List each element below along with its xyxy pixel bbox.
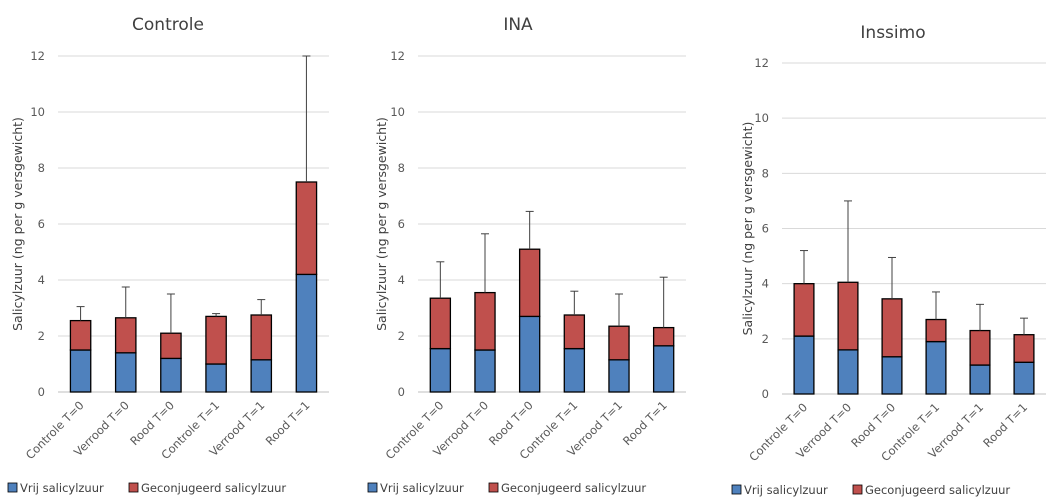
y-tick-label: 0 xyxy=(398,385,405,399)
bar-free-segment xyxy=(969,364,991,395)
bar-conjugated-segment xyxy=(969,329,991,366)
bar-conjugated-segment xyxy=(250,314,273,361)
bar-free-segment xyxy=(114,352,137,393)
legend-label-conjugated: Geconjugeerd salicylzuur xyxy=(141,481,286,495)
legend-label-conjugated: Geconjugeerd salicylzuur xyxy=(501,481,646,495)
y-tick-label: 6 xyxy=(762,222,769,236)
y-tick-label: 4 xyxy=(38,273,45,287)
y-tick-label: 12 xyxy=(754,56,769,70)
legend-label-free: Vrij salicylzuur xyxy=(380,481,464,495)
bar-conjugated-segment xyxy=(518,248,541,318)
legend-swatch-free xyxy=(7,482,18,493)
bar-free-segment xyxy=(160,357,182,393)
chart-panel-3: Inssimo 0 2 4 6 8 10 12 Salicylzuur (ng per g ve… xyxy=(731,23,1046,497)
bar-free-segment xyxy=(608,359,630,393)
bar-conjugated-segment xyxy=(295,181,318,276)
bar-free-segment xyxy=(837,349,859,395)
legend-swatch-free xyxy=(731,484,742,495)
chart-title: Controle xyxy=(132,15,204,35)
y-tick-label: 4 xyxy=(398,273,405,287)
y-tick-label: 10 xyxy=(390,105,405,119)
legend-label-free: Vrij salicylzuur xyxy=(20,481,104,495)
legend-swatch-conjugated xyxy=(488,482,499,493)
chart-title: INA xyxy=(503,15,533,35)
bar-conjugated-segment xyxy=(881,298,903,358)
y-tick-label: 2 xyxy=(398,329,405,343)
y-tick-label: 0 xyxy=(762,387,769,401)
bar-conjugated-segment xyxy=(837,281,859,351)
bar-free-segment xyxy=(518,315,541,393)
bar-free-segment xyxy=(295,273,318,393)
bar-free-segment xyxy=(793,335,815,395)
bar-conjugated-segment xyxy=(1013,334,1035,363)
bar-conjugated-segment xyxy=(429,297,452,350)
bar-conjugated-segment xyxy=(160,332,182,360)
y-tick-label: 8 xyxy=(762,166,769,180)
bar-conjugated-segment xyxy=(114,317,137,354)
legend-swatch-conjugated xyxy=(852,484,863,495)
bar-free-segment xyxy=(563,347,586,393)
legend-swatch-conjugated xyxy=(128,482,139,493)
bar-free-segment xyxy=(429,347,452,393)
legend-label-free: Vrij salicylzuur xyxy=(744,483,828,497)
category-label: Rood T=1 xyxy=(263,398,313,448)
bar-conjugated-segment xyxy=(563,314,586,350)
y-tick-label: 2 xyxy=(38,329,45,343)
bar-free-segment xyxy=(474,349,496,393)
bar-free-segment xyxy=(69,349,92,393)
y-axis-label: Salicylzuur (ng per g versgewicht) xyxy=(740,122,755,336)
y-tick-label: 2 xyxy=(762,332,769,346)
category-label: Rood T=1 xyxy=(620,398,670,448)
bar-free-segment xyxy=(250,359,273,393)
y-tick-label: 10 xyxy=(30,105,45,119)
bar-free-segment xyxy=(205,363,227,393)
y-tick-label: 6 xyxy=(38,217,45,231)
y-tick-label: 0 xyxy=(38,385,45,399)
y-tick-label: 12 xyxy=(390,49,405,63)
chart-panel-1: Controle 0 2 4 6 8 10 12 Salicylzuur (ng per g v… xyxy=(7,15,329,495)
y-axis-label: Salicylzuur (ng per g versgewicht) xyxy=(374,117,389,331)
y-axis-label: Salicylzuur (ng per g versgewicht) xyxy=(10,117,25,331)
bar-conjugated-segment xyxy=(793,283,815,337)
chart-panel-2: INA 0 2 4 6 8 10 12 Salicylzuur (ng per g versge… xyxy=(367,15,686,495)
legend-label-conjugated: Geconjugeerd salicylzuur xyxy=(865,483,1010,497)
y-tick-label: 6 xyxy=(398,217,405,231)
bar-conjugated-segment xyxy=(205,315,227,365)
bar-free-segment xyxy=(1013,361,1035,395)
bar-free-segment xyxy=(925,340,947,395)
chart-title: Inssimo xyxy=(860,23,925,43)
bar-conjugated-segment xyxy=(652,326,675,347)
bar-conjugated-segment xyxy=(474,291,496,351)
y-tick-label: 12 xyxy=(30,49,45,63)
y-tick-label: 4 xyxy=(762,277,769,291)
category-label: Rood T=1 xyxy=(980,400,1030,450)
legend-swatch-free xyxy=(367,482,378,493)
bar-free-segment xyxy=(881,356,903,395)
bar-conjugated-segment xyxy=(69,319,92,351)
bar-free-segment xyxy=(652,345,675,393)
bar-conjugated-segment xyxy=(925,318,947,343)
y-tick-label: 10 xyxy=(754,111,769,125)
y-tick-label: 8 xyxy=(38,161,45,175)
y-tick-label: 8 xyxy=(398,161,405,175)
bar-conjugated-segment xyxy=(608,325,630,361)
